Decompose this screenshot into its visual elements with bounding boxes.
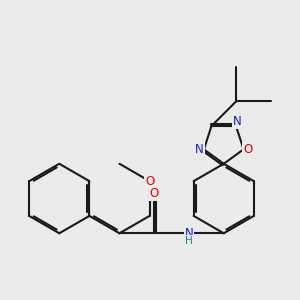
Text: O: O [150, 187, 159, 200]
Text: O: O [243, 143, 252, 156]
Text: H: H [185, 236, 193, 246]
Text: N: N [195, 143, 204, 156]
Text: N: N [233, 116, 242, 128]
Text: N: N [184, 227, 194, 240]
Text: O: O [145, 175, 154, 188]
